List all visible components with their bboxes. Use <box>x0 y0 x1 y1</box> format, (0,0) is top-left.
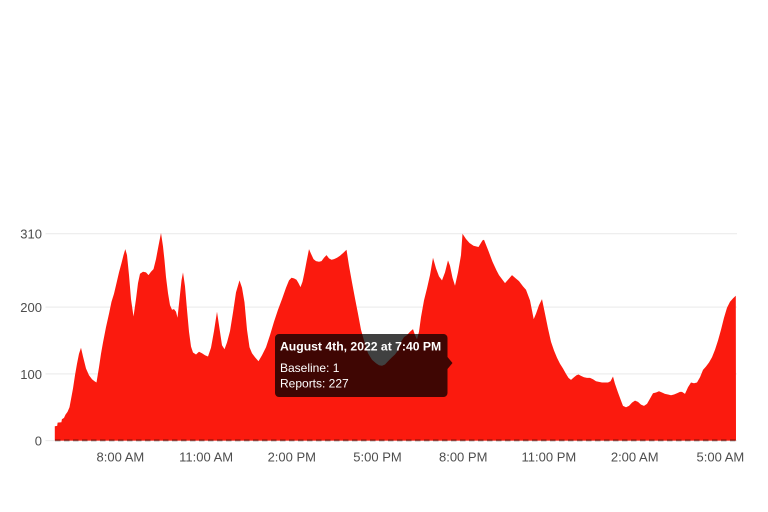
svg-text:200: 200 <box>20 300 42 315</box>
svg-text:5:00 AM: 5:00 AM <box>697 450 745 465</box>
svg-text:Baseline: 1: Baseline: 1 <box>280 361 340 375</box>
svg-text:5:00 PM: 5:00 PM <box>353 450 401 465</box>
svg-text:11:00 AM: 11:00 AM <box>179 450 233 465</box>
svg-text:August 4th, 2022 at 7:40 PM: August 4th, 2022 at 7:40 PM <box>280 340 441 354</box>
svg-text:0: 0 <box>35 434 42 449</box>
svg-text:Reports: 227: Reports: 227 <box>280 377 349 391</box>
svg-text:2:00 AM: 2:00 AM <box>611 450 659 465</box>
svg-text:310: 310 <box>20 227 42 242</box>
svg-text:11:00 PM: 11:00 PM <box>522 450 577 465</box>
svg-text:8:00 AM: 8:00 AM <box>97 450 145 465</box>
svg-text:2:00 PM: 2:00 PM <box>268 450 316 465</box>
svg-text:100: 100 <box>20 367 42 382</box>
svg-text:8:00 PM: 8:00 PM <box>439 450 487 465</box>
